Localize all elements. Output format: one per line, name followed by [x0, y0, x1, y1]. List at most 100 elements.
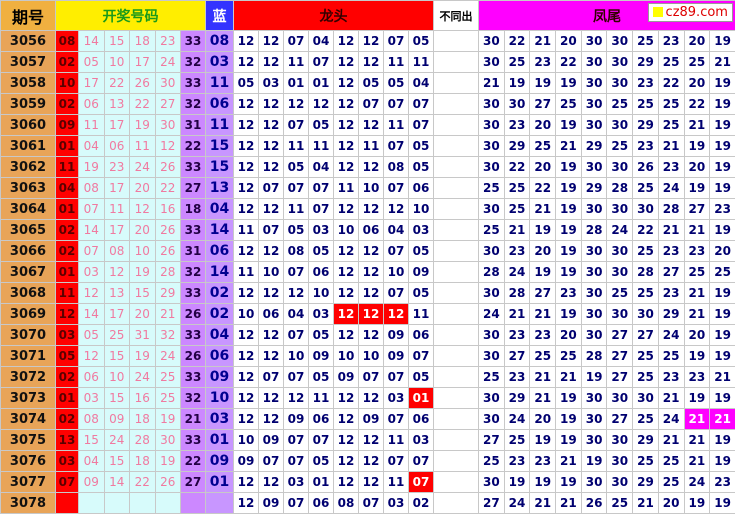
head-number: 12 — [358, 198, 384, 220]
tail-number: 22 — [529, 177, 557, 199]
diff-cell — [433, 450, 479, 472]
tail-number: 30 — [606, 114, 634, 136]
diff-cell — [433, 303, 479, 325]
tail-number: 24 — [503, 492, 531, 514]
tail-number: 30 — [580, 429, 608, 451]
head-number: 12 — [333, 156, 359, 178]
draw-number: 29 — [154, 282, 181, 304]
head-number: 12 — [358, 429, 384, 451]
tail-number: 19 — [683, 345, 711, 367]
head-number: 05 — [383, 72, 409, 94]
head-number: 06 — [308, 492, 334, 514]
blue-number: 09 — [205, 450, 234, 472]
tail-number: 21 — [683, 114, 711, 136]
head-number: 12 — [258, 93, 284, 115]
draw-number: 25 — [154, 387, 181, 409]
draw-number: 06 — [78, 93, 105, 115]
draw-number: 18 — [129, 30, 156, 52]
tail-number: 19 — [709, 282, 735, 304]
head-number: 12 — [283, 282, 309, 304]
draw-number: 30 — [154, 114, 181, 136]
tail-number: 30 — [478, 93, 505, 115]
tail-number: 21 — [683, 282, 711, 304]
issue-header: 期号 — [0, 0, 56, 31]
diff-cell — [433, 135, 479, 157]
draw-number: 23 — [154, 30, 181, 52]
draw-number: 15 — [103, 345, 130, 367]
draw-number: 11 — [103, 198, 130, 220]
tail-number: 21 — [709, 51, 735, 73]
tail-number: 21 — [657, 135, 685, 157]
tail-number: 23 — [503, 366, 531, 388]
tail-number: 19 — [555, 177, 582, 199]
row: 3073 01 03 15 16 25 32 10 12 12 12 11 12 12 03 01 30 29 21… — [0, 387, 735, 409]
tail-number: 25 — [632, 408, 659, 430]
head-number: 11 — [333, 177, 359, 199]
head-number: 12 — [333, 450, 359, 472]
head-number: 12 — [283, 93, 309, 115]
draw-number: 15 — [78, 429, 105, 451]
draw-number: 11 — [78, 114, 105, 136]
row: 3077 07 09 14 22 26 27 01 12 12 03 01 12 12 11 07 30 19 19… — [0, 471, 735, 493]
head-number: 09 — [258, 492, 284, 514]
draw-number: 02 — [55, 51, 79, 73]
draw-number: 19 — [154, 408, 181, 430]
tail-number: 30 — [478, 324, 505, 346]
tail-number: 30 — [632, 303, 659, 325]
head-number: 07 — [308, 51, 334, 73]
diff-cell — [433, 429, 479, 451]
head-number: 12 — [258, 156, 284, 178]
draw-number: 09 — [55, 114, 79, 136]
tail-number: 30 — [632, 387, 659, 409]
tail-number: 25 — [632, 93, 659, 115]
head-number: 12 — [258, 135, 284, 157]
head-number: 06 — [358, 219, 384, 241]
head-number: 05 — [408, 30, 434, 52]
tail-number: 19 — [709, 114, 735, 136]
tail-number: 19 — [555, 72, 582, 94]
draw-number: 19 — [129, 345, 156, 367]
head-number: 12 — [333, 471, 359, 493]
head-number: 04 — [283, 303, 309, 325]
draw-number: 24 — [129, 156, 156, 178]
tail-number: 20 — [709, 240, 735, 262]
tail-number: 21 — [657, 219, 685, 241]
tail-number: 30 — [580, 156, 608, 178]
tail-number: 20 — [529, 408, 557, 430]
blue-number: 14 — [205, 261, 234, 283]
head-number: 12 — [258, 387, 284, 409]
draw-number: 08 — [55, 30, 79, 52]
tail-number: 24 — [606, 219, 634, 241]
issue: 3060 — [0, 114, 56, 136]
tail-number: 30 — [580, 387, 608, 409]
head-number: 12 — [358, 240, 384, 262]
row: 3072 02 06 10 24 25 33 09 12 07 07 05 09 07 07 05 25 23 21… — [0, 366, 735, 388]
head-number: 12 — [233, 366, 259, 388]
draw-number: 26 — [180, 345, 206, 367]
tail-number: 25 — [529, 345, 557, 367]
head-number: 05 — [308, 366, 334, 388]
head-number: 01 — [308, 72, 334, 94]
row: 3076 03 04 15 18 19 22 09 09 07 07 05 12 12 07 07 25 23 23… — [0, 450, 735, 472]
head-number: 11 — [233, 219, 259, 241]
head-number: 07 — [283, 492, 309, 514]
tail-number: 25 — [478, 450, 505, 472]
tail-number: 21 — [503, 219, 531, 241]
row: 3063 04 08 17 20 22 27 13 12 07 07 07 11 10 07 06 25 25 22… — [0, 177, 735, 199]
tail-number: 30 — [606, 198, 634, 220]
draw-number: 32 — [180, 51, 206, 73]
draw-number: 31 — [180, 240, 206, 262]
head-number: 07 — [283, 177, 309, 199]
head-number: 12 — [258, 198, 284, 220]
draw-number: 26 — [154, 219, 181, 241]
draw-number: 07 — [78, 198, 105, 220]
tail-header: 凤尾 cz89.com — [478, 0, 735, 31]
tail-number: 19 — [503, 72, 531, 94]
tail-number: 30 — [478, 345, 505, 367]
tail-number: 23 — [657, 240, 685, 262]
head-number: 12 — [358, 114, 384, 136]
blue-number: 06 — [205, 240, 234, 262]
blue-number: 01 — [205, 471, 234, 493]
tail-number: 24 — [503, 408, 531, 430]
draw-header: 开奖号码 — [55, 0, 206, 31]
